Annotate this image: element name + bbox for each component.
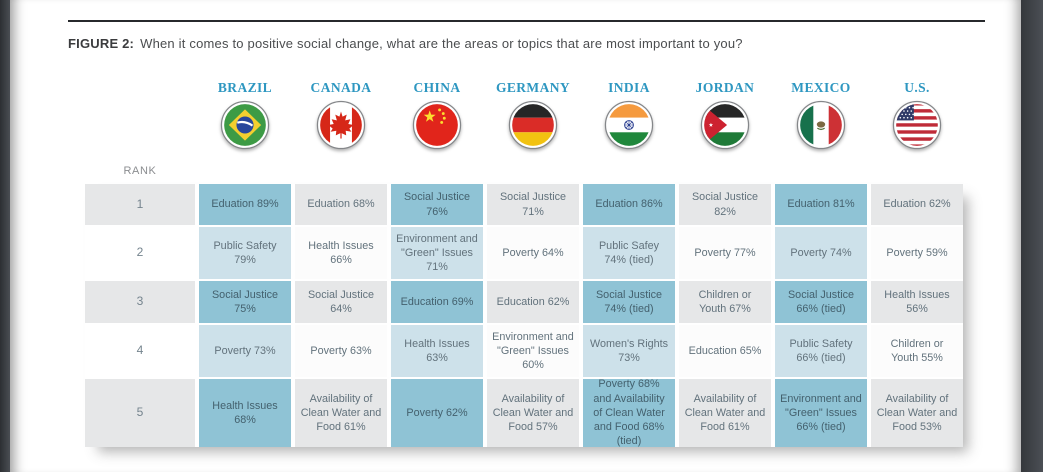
viewer-left-edge (0, 0, 10, 472)
topic-cell-india-rank5: Poverty 68% and Availability of Clean Wa… (583, 378, 675, 447)
rank-cell-3: 3 (85, 281, 195, 323)
topic-cell-mexico-rank1: Eduation 81% (775, 184, 867, 225)
country-header-china: CHINA (413, 80, 461, 95)
topic-cell-canada-rank1: Eduation 68% (295, 184, 387, 225)
topic-cell-us-rank1: Eduation 62% (871, 184, 963, 225)
topic-cell-china-rank1: Social Justice 76% (391, 184, 483, 225)
topic-cell-brazil-rank1: Eduation 89% (199, 184, 291, 225)
topic-cell-mexico-rank2: Poverty 74% (775, 227, 867, 279)
topic-cell-canada-rank4: Poverty 63% (295, 325, 387, 377)
figure-caption: FIGURE 2: When it comes to positive socia… (68, 36, 985, 52)
topic-cell-germany-rank3: Education 62% (487, 281, 579, 323)
brazil-flag-icon (199, 96, 291, 154)
topic-cell-brazil-rank5: Health Issues 68% (199, 379, 291, 447)
topic-cell-brazil-rank4: Poverty 73% (199, 325, 291, 377)
jordan-flag-icon (679, 96, 771, 154)
report-page: FIGURE 2: When it comes to positive socia… (10, 0, 1021, 472)
figure-content: FIGURE 2: When it comes to positive socia… (68, 0, 985, 447)
country-header-row: BRAZIL CANADA CHINA GERMANY INDIA JORDAN MEXIC… (85, 80, 963, 180)
topic-cell-us-rank2: Poverty 59% (871, 227, 963, 279)
ranking-table-wrap: BRAZIL CANADA CHINA GERMANY INDIA JORDAN MEXIC… (85, 80, 963, 447)
topic-cell-us-rank4: Children or Youth 55% (871, 325, 963, 377)
topic-cell-germany-rank5: Availability of Clean Water and Food 57% (487, 379, 579, 447)
country-header-mexico: MEXICO (791, 80, 851, 95)
figure-label: FIGURE 2: (68, 36, 135, 51)
topic-cell-jordan-rank4: Education 65% (679, 325, 771, 377)
topic-cell-mexico-rank4: Public Safety 66% (tied) (775, 325, 867, 377)
topic-cell-canada-rank2: Health Issues 66% (295, 227, 387, 279)
country-header-us: U.S. (904, 80, 930, 95)
topic-cell-china-rank4: Health Issues 63% (391, 325, 483, 377)
topic-cell-canada-rank5: Availability of Clean Water and Food 61% (295, 379, 387, 447)
figure-question: When it comes to positive social change,… (140, 36, 743, 51)
country-header-germany: GERMANY (495, 80, 571, 95)
topic-cell-jordan-rank5: Availability of Clean Water and Food 61% (679, 379, 771, 447)
topic-cell-brazil-rank2: Public Safety 79% (199, 227, 291, 279)
figure-top-rule (68, 20, 985, 22)
china-flag-icon (391, 96, 483, 154)
topic-cell-jordan-rank1: Social Justice 82% (679, 184, 771, 225)
topic-cell-us-rank3: Health Issues 56% (871, 281, 963, 323)
country-header-india: INDIA (608, 80, 650, 95)
topic-cell-germany-rank4: Environment and "Green" Issues 60% (487, 325, 579, 377)
topic-cell-canada-rank3: Social Justice 64% (295, 281, 387, 323)
us-flag-icon (871, 96, 963, 154)
topic-cell-germany-rank1: Social Justice 71% (487, 184, 579, 225)
topic-cell-india-rank1: Eduation 86% (583, 184, 675, 225)
rank-cell-1: 1 (85, 184, 195, 225)
topic-cell-india-rank4: Women's Rights 73% (583, 325, 675, 377)
germany-flag-icon (487, 96, 579, 154)
canada-flag-icon (295, 96, 387, 154)
topic-cell-germany-rank2: Poverty 64% (487, 227, 579, 279)
topic-cell-india-rank3: Social Justice 74% (tied) (583, 281, 675, 323)
country-header-canada: CANADA (310, 80, 372, 95)
rank-cell-5: 5 (85, 379, 195, 447)
topic-cell-jordan-rank2: Poverty 77% (679, 227, 771, 279)
topic-cell-india-rank2: Public Safey 74% (tied) (583, 227, 675, 279)
topic-cell-jordan-rank3: Children or Youth 67% (679, 281, 771, 323)
topic-cell-china-rank5: Poverty 62% (391, 379, 483, 447)
topic-cell-china-rank3: Education 69% (391, 281, 483, 323)
viewer-right-edge (1021, 0, 1043, 472)
rank-cell-4: 4 (136, 343, 144, 358)
topic-cell-china-rank2: Environment and "Green" Issues 71% (391, 227, 483, 279)
country-header-jordan: JORDAN (695, 80, 755, 95)
rank-column-label: RANK (123, 165, 157, 177)
topic-cell-mexico-rank5: Environment and "Green" Issues 66% (tied… (775, 379, 867, 447)
topic-cell-brazil-rank3: Social Justice 75% (199, 281, 291, 323)
topic-cell-us-rank5: Availability of Clean Water and Food 53% (871, 379, 963, 447)
topic-cell-mexico-rank3: Social Justice 66% (tied) (775, 281, 867, 323)
india-flag-icon (583, 96, 675, 154)
country-header-brazil: BRAZIL (217, 80, 273, 95)
ranking-table: 1 Eduation 89% Eduation 68% Social Justice … (85, 184, 963, 447)
rank-cell-2: 2 (136, 245, 144, 260)
mexico-flag-icon (775, 96, 867, 154)
